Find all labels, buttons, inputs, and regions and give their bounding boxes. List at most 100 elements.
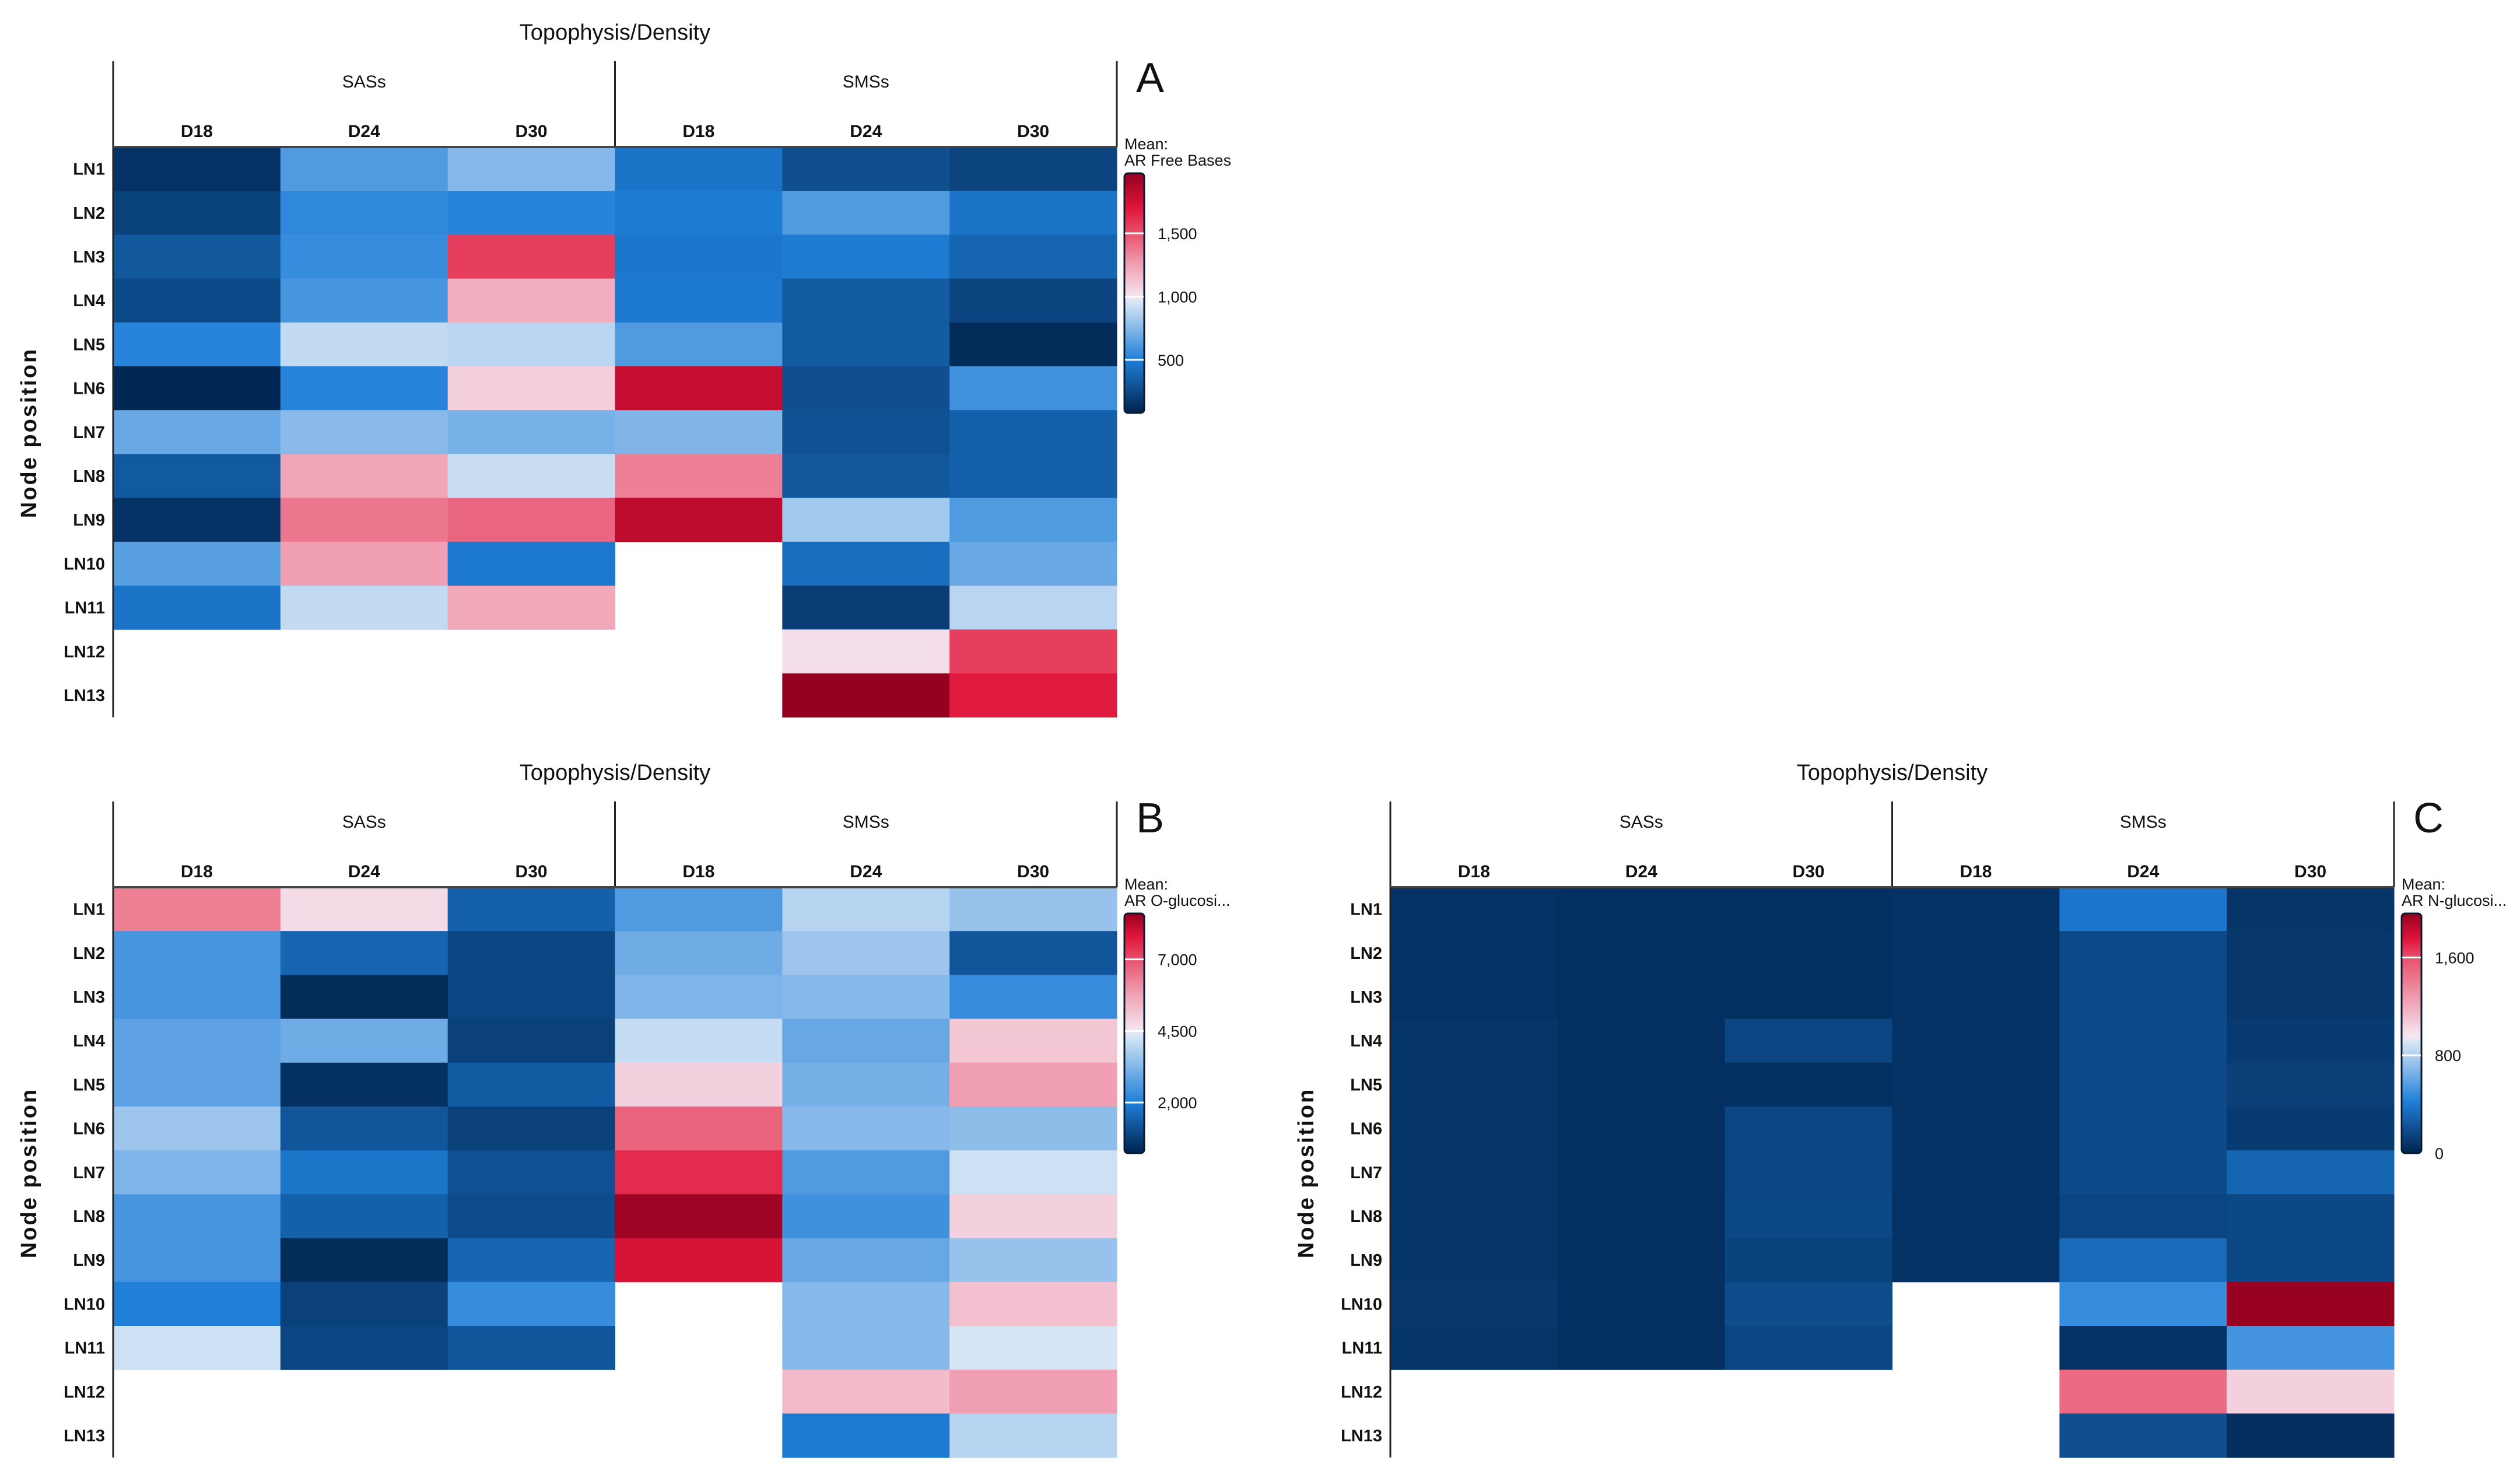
heatmap-cell bbox=[447, 541, 615, 586]
row-label: LN3 bbox=[73, 988, 105, 1007]
heatmap-cell bbox=[2059, 1282, 2227, 1326]
row-label: LN7 bbox=[73, 423, 105, 442]
heatmap-cell bbox=[280, 586, 448, 630]
row-label: LN12 bbox=[64, 1383, 105, 1402]
group-label: SASs bbox=[1620, 813, 1663, 832]
heatmap-cell bbox=[2227, 975, 2395, 1020]
heatmap-cell bbox=[949, 278, 1117, 323]
heatmap-cell bbox=[1390, 1238, 1558, 1283]
heatmap-cell bbox=[2227, 1238, 2395, 1283]
heatmap-cell bbox=[949, 454, 1117, 499]
heatmap-cell bbox=[782, 1282, 950, 1326]
heatmap-cell bbox=[949, 1370, 1117, 1414]
row-label: LN8 bbox=[1350, 1207, 1382, 1226]
panel-a: Topophysis/Density SASs SMSs D18 D24 D30 D18 D2… bbox=[17, 20, 1231, 718]
column-label: D18 bbox=[682, 862, 714, 881]
heatmap-cell bbox=[113, 1062, 281, 1107]
heatmap-cell bbox=[949, 410, 1117, 454]
heatmap-cell bbox=[1725, 931, 1892, 975]
heatmap-cell bbox=[615, 410, 783, 454]
legend-title: Mean: bbox=[1124, 876, 1168, 893]
heatmap-cell bbox=[782, 1062, 950, 1107]
heatmap-cell bbox=[113, 1194, 281, 1239]
row-label: LN11 bbox=[65, 599, 105, 618]
color-scale-bar bbox=[1123, 172, 1145, 414]
color-scale-tick-label: 4,500 bbox=[1158, 1023, 1197, 1040]
heatmap-cell bbox=[782, 147, 950, 191]
heatmap-cell bbox=[2227, 1370, 2395, 1414]
heatmap-cell bbox=[1892, 1150, 2060, 1195]
panel-letter: A bbox=[1136, 55, 1164, 101]
heatmap-cell bbox=[1892, 887, 2060, 932]
column-label: D24 bbox=[850, 122, 882, 141]
heatmap-cell bbox=[113, 234, 281, 279]
heatmap-cell bbox=[615, 1062, 783, 1107]
heatmap-cell bbox=[782, 410, 950, 454]
heatmap-cell bbox=[280, 931, 448, 975]
heatmap-cell bbox=[782, 586, 950, 630]
heatmap-cell bbox=[782, 1107, 950, 1151]
color-scale-tick-label: 500 bbox=[1158, 352, 1184, 369]
heatmap-cell bbox=[1557, 931, 1726, 975]
column-label: D30 bbox=[1793, 862, 1825, 881]
heatmap-cell bbox=[949, 234, 1117, 279]
column-label: D24 bbox=[2127, 862, 2159, 881]
heatmap-cell bbox=[949, 1107, 1117, 1151]
row-label: LN9 bbox=[73, 511, 105, 530]
heatmap-cell bbox=[447, 975, 615, 1020]
heatmap-cell bbox=[447, 454, 615, 499]
row-label: LN4 bbox=[1350, 1032, 1382, 1051]
heatmap-cell bbox=[280, 541, 448, 586]
heatmap-cell bbox=[949, 1062, 1117, 1107]
heatmap-cell bbox=[1892, 1238, 2060, 1283]
heatmap-cell bbox=[1390, 931, 1558, 975]
row-label: LN2 bbox=[73, 204, 105, 223]
heatmap-cell bbox=[782, 629, 950, 674]
color-scale-tick-label: 1,600 bbox=[2435, 949, 2475, 967]
heatmap-cell bbox=[1725, 1018, 1892, 1063]
group-label: SMSs bbox=[843, 72, 889, 92]
heatmap-cell bbox=[113, 410, 281, 454]
row-label: LN11 bbox=[1342, 1339, 1382, 1358]
heatmap-cell bbox=[113, 887, 281, 932]
color-scale-tick-label: 1,000 bbox=[1158, 288, 1197, 306]
heatmap-cell bbox=[113, 191, 281, 235]
heatmap-cell bbox=[615, 147, 783, 191]
color-scale-tick-label: 7,000 bbox=[1158, 951, 1197, 969]
heatmap-cell bbox=[949, 931, 1117, 975]
heatmap-cell bbox=[1557, 1018, 1726, 1063]
heatmap-cell bbox=[1557, 887, 1726, 932]
heatmap-cell bbox=[2059, 1107, 2227, 1151]
row-label: LN1 bbox=[1350, 901, 1382, 919]
color-scale-bar bbox=[2400, 912, 2423, 1154]
heatmap-cell bbox=[447, 366, 615, 411]
row-label: LN2 bbox=[1350, 944, 1382, 963]
heatmap-cell bbox=[280, 1018, 448, 1063]
heatmap-cell bbox=[615, 498, 783, 542]
heatmap-cell bbox=[1390, 1018, 1558, 1063]
heatmap-cell bbox=[447, 1018, 615, 1063]
heatmap-cell bbox=[1725, 1062, 1892, 1107]
heatmap-cell bbox=[280, 1194, 448, 1239]
heatmap-cell bbox=[280, 1107, 448, 1151]
heatmap-cell bbox=[113, 541, 281, 586]
legend-title: Mean: bbox=[2402, 876, 2445, 893]
heatmap-cell bbox=[1557, 1150, 1726, 1195]
row-label: LN7 bbox=[73, 1164, 105, 1182]
heatmap-cell bbox=[447, 234, 615, 279]
heatmap-cell bbox=[782, 931, 950, 975]
heatmap-cell bbox=[949, 1326, 1117, 1370]
heatmap-cell bbox=[1725, 1150, 1892, 1195]
heatmap-cell bbox=[2227, 1282, 2395, 1326]
heatmap-cell bbox=[447, 586, 615, 630]
heatmap-cell bbox=[2059, 887, 2227, 932]
heatmap-cell bbox=[615, 887, 783, 932]
heatmap-cell bbox=[1390, 1282, 1558, 1326]
heatmap-cell bbox=[2059, 975, 2227, 1020]
row-label: LN1 bbox=[73, 160, 105, 179]
heatmap-cell bbox=[615, 1018, 783, 1063]
heatmap-cell bbox=[782, 1413, 950, 1458]
heatmap-cell bbox=[782, 541, 950, 586]
heatmap-cell bbox=[280, 454, 448, 499]
